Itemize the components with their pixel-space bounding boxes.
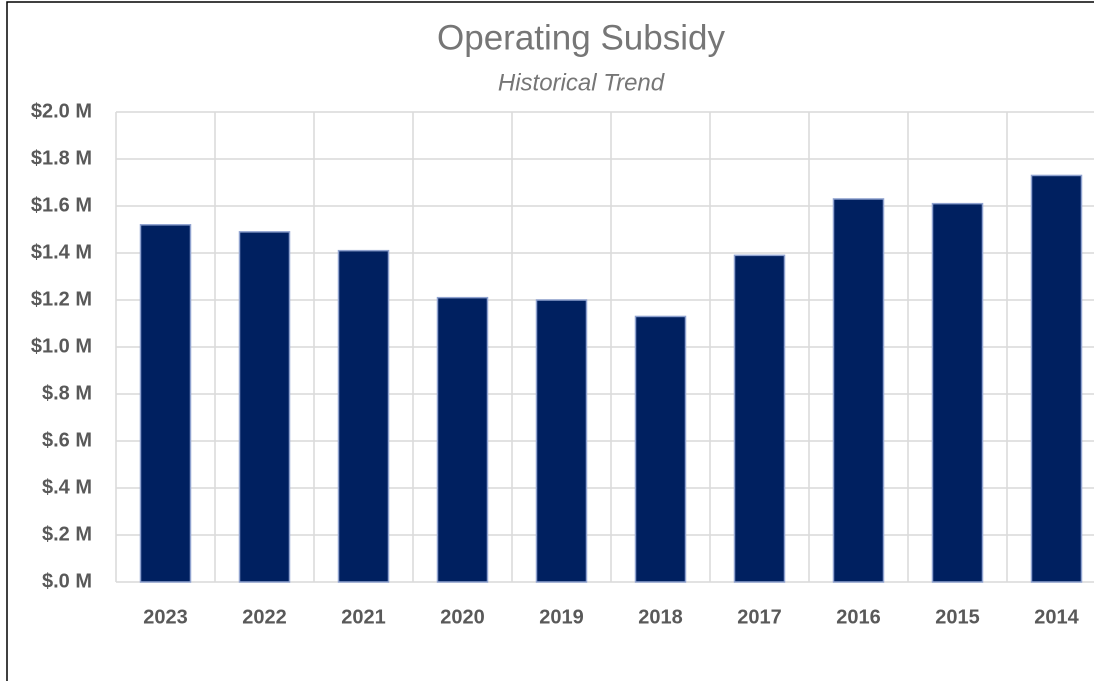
y-tick-label: $1.4 M [31, 241, 92, 263]
x-tick-label: 2014 [1034, 606, 1079, 628]
chart-title: Operating Subsidy [437, 18, 725, 57]
bar [733, 254, 786, 583]
y-tick-label: $.2 M [42, 523, 92, 545]
y-tick-label: $1.8 M [31, 147, 92, 169]
y-tick-label: $1.6 M [31, 194, 92, 216]
chart-subtitle: Historical Trend [498, 69, 665, 96]
bar [634, 315, 687, 583]
x-tick-label: 2017 [737, 606, 782, 628]
y-tick-label: $.0 M [42, 570, 92, 592]
y-tick-label: $1.0 M [31, 335, 92, 357]
x-tick-label: 2022 [242, 606, 287, 628]
y-tick-label: $.4 M [42, 476, 92, 498]
bar [535, 299, 588, 583]
y-tick-label: $2.0 M [31, 100, 92, 122]
y-tick-label: $1.2 M [31, 288, 92, 310]
y-tick-label: $.8 M [42, 382, 92, 404]
bar [832, 198, 885, 583]
x-tick-label: 2021 [341, 606, 386, 628]
bar [238, 231, 291, 583]
x-tick-label: 2016 [836, 606, 881, 628]
bar [436, 296, 489, 583]
grid [115, 111, 1094, 583]
x-tick-label: 2023 [143, 606, 188, 628]
x-tick-label: 2015 [935, 606, 980, 628]
x-tick-label: 2019 [539, 606, 584, 628]
x-tick-label: 2018 [638, 606, 683, 628]
y-tick-label: $.6 M [42, 429, 92, 451]
bar [1030, 174, 1083, 583]
x-tick-label: 2020 [440, 606, 485, 628]
bar [931, 202, 984, 583]
bar [139, 224, 192, 583]
bar [337, 249, 390, 583]
